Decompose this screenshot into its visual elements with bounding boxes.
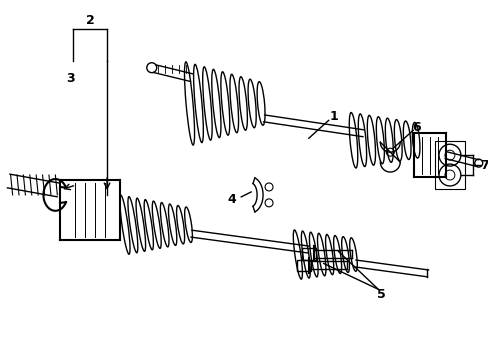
Bar (301, 248, 315, 260)
Bar (434, 141, 464, 189)
Text: 6: 6 (411, 121, 420, 134)
Text: 3: 3 (66, 72, 75, 85)
Text: 4: 4 (227, 193, 236, 206)
Text: 1: 1 (328, 110, 337, 123)
Text: 7: 7 (479, 159, 488, 172)
Bar (296, 260, 310, 271)
Text: 5: 5 (376, 288, 385, 301)
Text: 2: 2 (85, 14, 94, 27)
